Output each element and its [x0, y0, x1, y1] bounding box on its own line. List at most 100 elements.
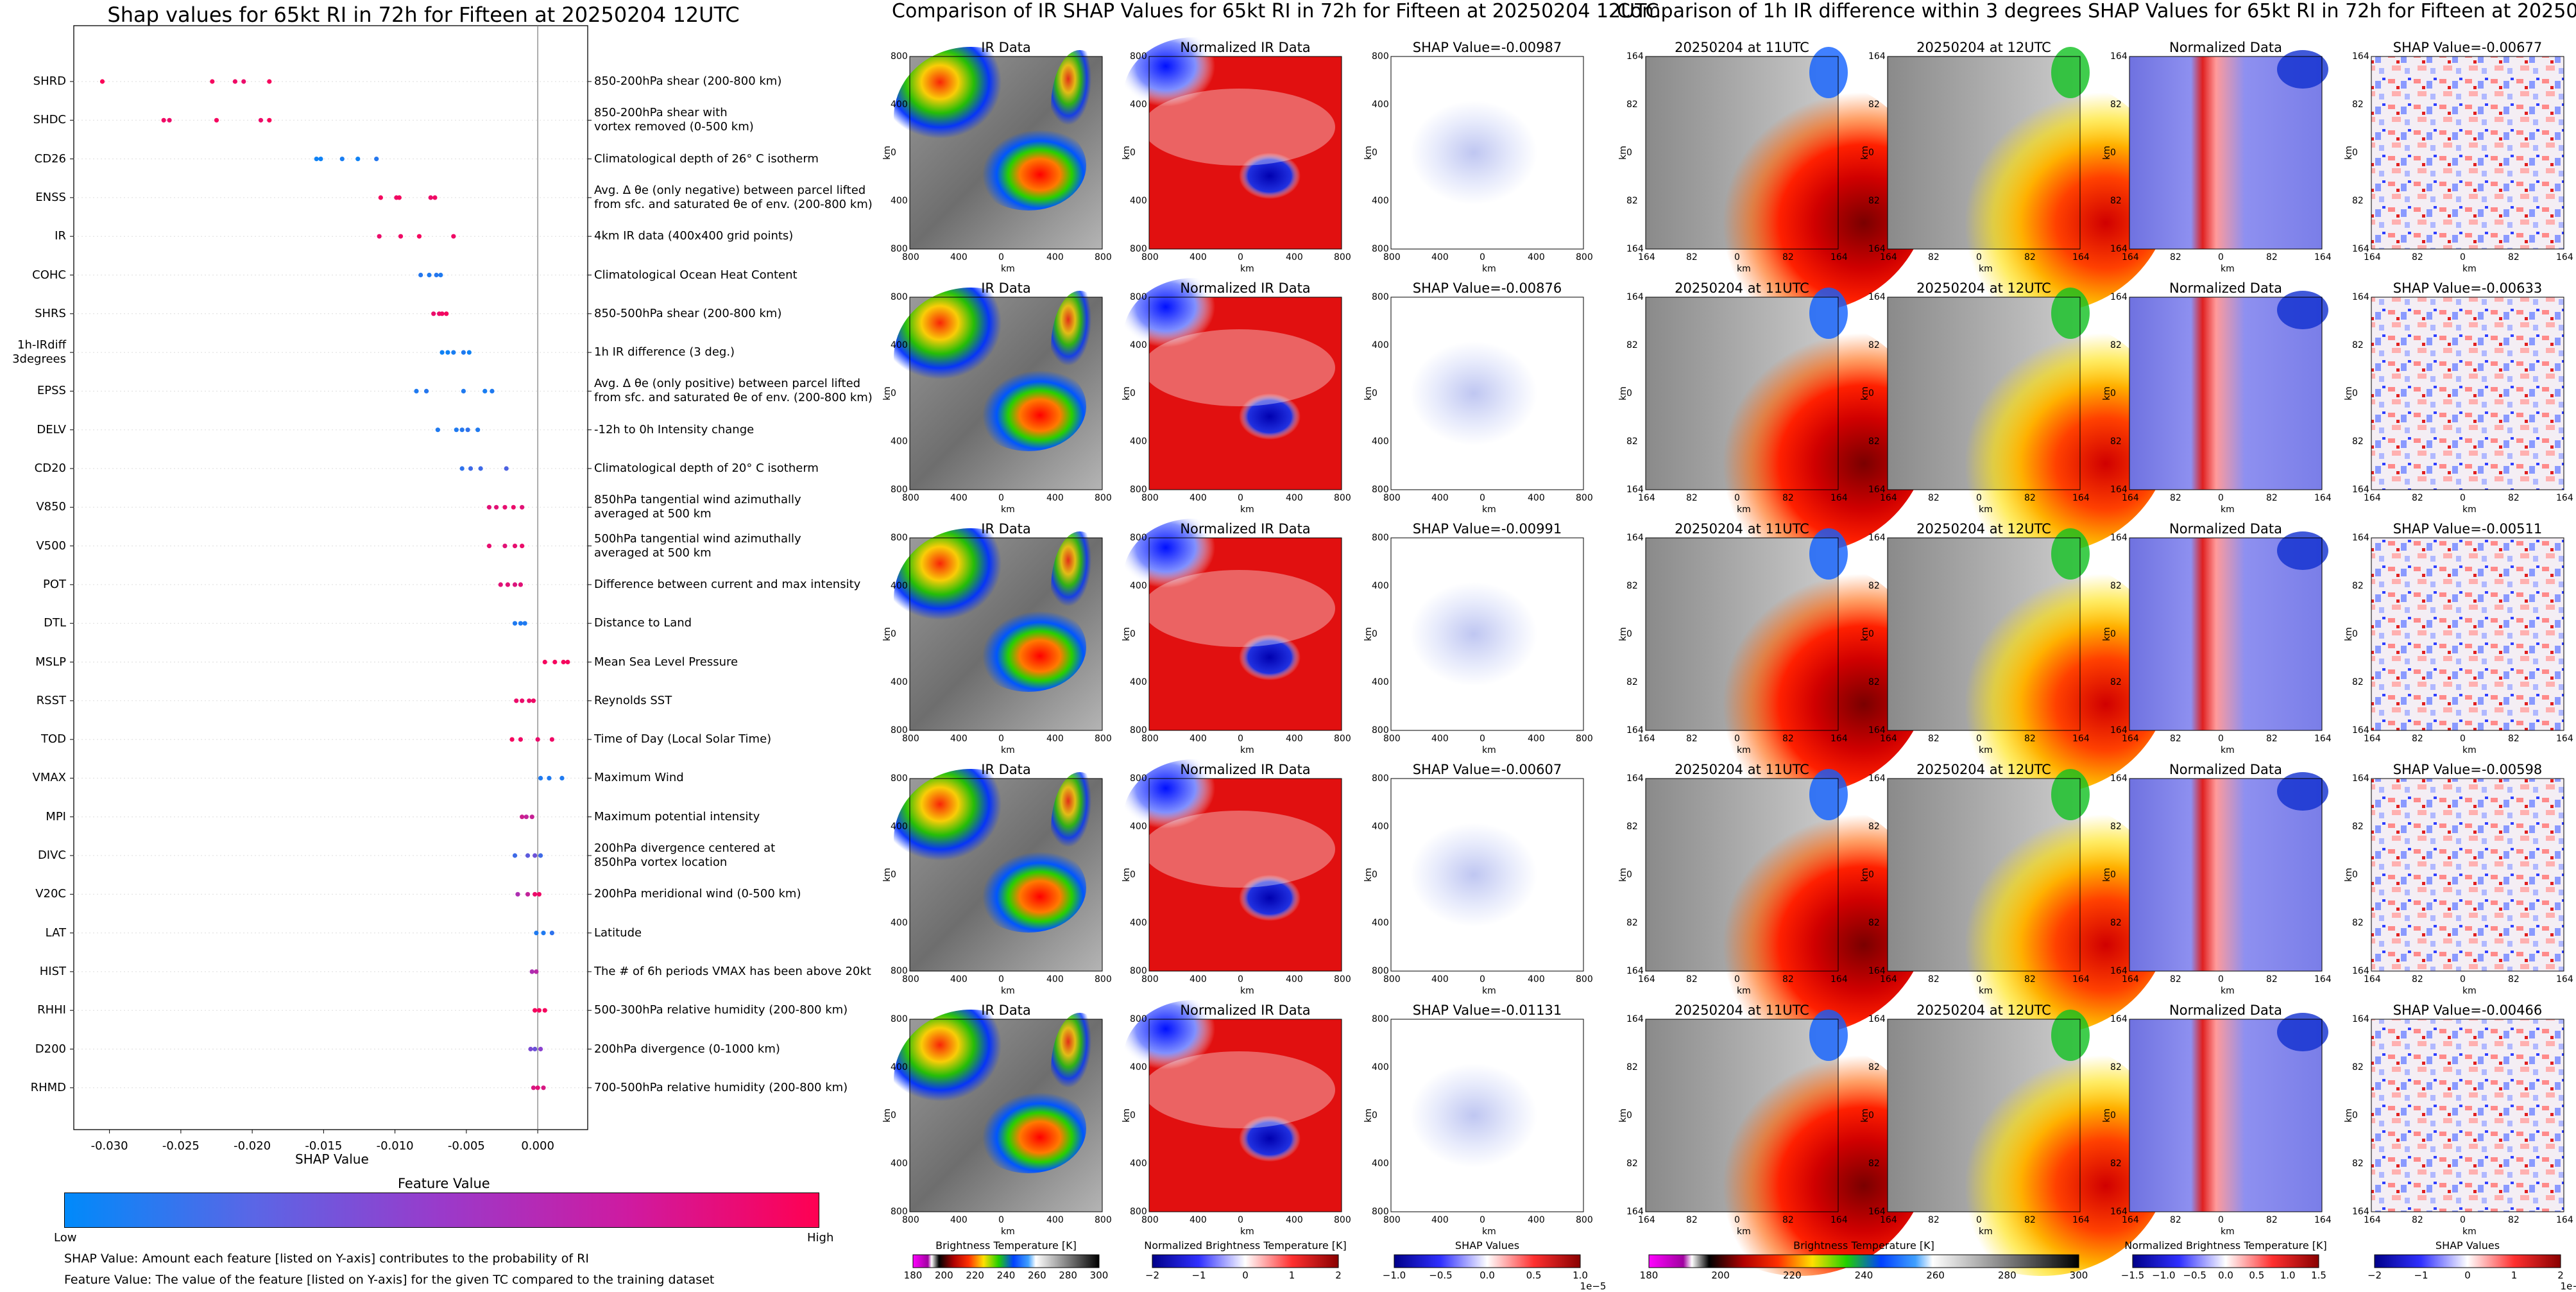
shap-point [267, 117, 272, 123]
feature-code-label: TOD [40, 732, 66, 746]
shap-point [525, 891, 531, 897]
axis-tick-label: 164 [2352, 773, 2369, 784]
axis-tick-label: 164 [1868, 966, 1886, 976]
norm3-corner [2277, 50, 2328, 89]
colorbar-title: Normalized Brightness Temperature [K] [1144, 1239, 1347, 1252]
axis-tick-label: 82 [1686, 252, 1698, 263]
axis-tick-label: 400 [1431, 493, 1449, 503]
axis-tick-label: 164 [2110, 485, 2128, 495]
axis-tick-label: 400 [1130, 918, 1147, 928]
utc11-core [1671, 76, 1928, 313]
axis-tick-label: 82 [1928, 252, 1940, 263]
axis-tick-label: 82 [2024, 252, 2036, 263]
shap-point [398, 234, 404, 239]
shap-point [504, 466, 509, 471]
axis-tick-label: 0 [1626, 148, 1632, 158]
x-axis-label: km [1979, 745, 1993, 755]
axis-tick-label: 0 [1372, 870, 1378, 880]
axis-tick-label: 0 [998, 1215, 1004, 1225]
axis-tick-label: 0 [1238, 734, 1243, 744]
ir-data-subtitle: IR Data [981, 762, 1031, 777]
axis-tick-label: 82 [1626, 918, 1638, 928]
norm-frame [1148, 778, 1342, 972]
norm-white-band [1143, 570, 1335, 647]
axis-tick-label: 0 [1130, 1110, 1136, 1121]
axis-tick-label: 82 [1868, 196, 1880, 206]
axis-tick-label: 800 [1372, 1014, 1389, 1024]
axis-tick-label: 400 [891, 822, 908, 832]
axis-tick-label: 0 [1372, 388, 1378, 399]
axis-tick-label: 0 [2460, 974, 2466, 985]
axis-tick-label: 0 [1868, 870, 1874, 880]
shap-point [533, 1046, 538, 1052]
shap-point [468, 466, 473, 471]
axis-tick-label: 0 [2218, 734, 2224, 744]
axis-tick-label: 0 [2218, 493, 2224, 503]
shap-point [494, 504, 499, 510]
norm3-corner [2277, 291, 2328, 329]
axis-tick-label: 400 [1190, 734, 1207, 744]
axis-tick-label: 400 [950, 734, 968, 744]
norm3-corner [2277, 531, 2328, 570]
axis-tick-label: 82 [2170, 734, 2181, 744]
colorbar-tick-label: 2 [1335, 1270, 1342, 1281]
axis-tick-label: 800 [891, 292, 908, 302]
x-axis-label: km [1482, 264, 1496, 274]
axis-tick-label: 800 [891, 725, 908, 736]
feature-description-label: Climatological depth of 20° C isotherm [594, 461, 819, 475]
axis-tick-label: 164 [1830, 1215, 1848, 1225]
axis-tick-label: 400 [1286, 252, 1303, 263]
utc12-image [1888, 297, 2080, 490]
shap-point [502, 544, 508, 549]
axis-tick-label: 0 [1868, 148, 1874, 158]
normalized-3deg-subtitle: Normalized Data [2169, 1003, 2282, 1018]
axis-tick-label: 164 [1830, 974, 1848, 985]
colorbar-tick-label: 280 [1059, 1270, 1077, 1281]
normalized-3deg-image [2129, 538, 2322, 730]
axis-tick-label: 800 [902, 1215, 919, 1225]
feature-description-label: Difference between current and max inten… [594, 577, 861, 591]
axis-tick-label: 82 [2110, 196, 2122, 206]
axis-tick-label: 164 [2110, 51, 2128, 62]
axis-tick-label: 82 [2508, 974, 2520, 985]
shap-point [552, 659, 558, 665]
axis-tick-label: 800 [891, 485, 908, 495]
x-axis-label: km [2221, 986, 2235, 996]
axis-tick-label: 82 [1782, 493, 1794, 503]
shap-point [167, 117, 172, 123]
shap-faint-region [1410, 576, 1551, 692]
feature-description-label: Distance to Land [594, 616, 692, 630]
shap-point [533, 853, 538, 858]
shap-point [438, 272, 443, 278]
shap3-frame [2371, 778, 2564, 972]
axis-tick-label: 164 [1880, 734, 1897, 744]
normalized-ir-image [1149, 297, 1342, 490]
axis-tick-label: 0 [2352, 870, 2358, 880]
axis-tick-label: 82 [1868, 436, 1880, 447]
y-axis-label: km [1363, 868, 1374, 882]
axis-tick-label: 82 [2352, 340, 2364, 350]
axis-tick-label: 800 [1372, 725, 1389, 736]
axis-tick-label: 164 [1626, 485, 1644, 495]
ir-cloud-edge [1051, 1013, 1109, 1128]
colorbar-tick-label: 0.5 [1526, 1270, 1542, 1281]
colorbar-exponent: 1e−5 [2560, 1280, 2576, 1292]
axis-tick-label: 164 [1880, 252, 1897, 263]
shap-point [533, 891, 538, 897]
axis-tick-label: 82 [1782, 974, 1794, 985]
axis-tick-label: 164 [1638, 1215, 1655, 1225]
axis-tick-label: 0 [1976, 252, 1982, 263]
axis-tick-label: 82 [1626, 196, 1638, 206]
axis-tick-label: 82 [2024, 734, 2036, 744]
normalized-ir-image [1149, 56, 1342, 249]
shap-point [512, 853, 518, 858]
y-axis-label: km [882, 627, 892, 641]
shap-point [520, 698, 525, 703]
shap-point [518, 737, 524, 742]
axis-tick-label: 164 [1868, 1014, 1886, 1024]
axis-tick-label: 800 [1130, 51, 1147, 62]
axis-tick-label: 800 [1130, 773, 1147, 784]
utc12-subtitle: 20250204 at 12UTC [1916, 1003, 2051, 1018]
y-axis-label: km [1363, 146, 1374, 160]
axis-tick-label: 164 [2110, 773, 2128, 784]
